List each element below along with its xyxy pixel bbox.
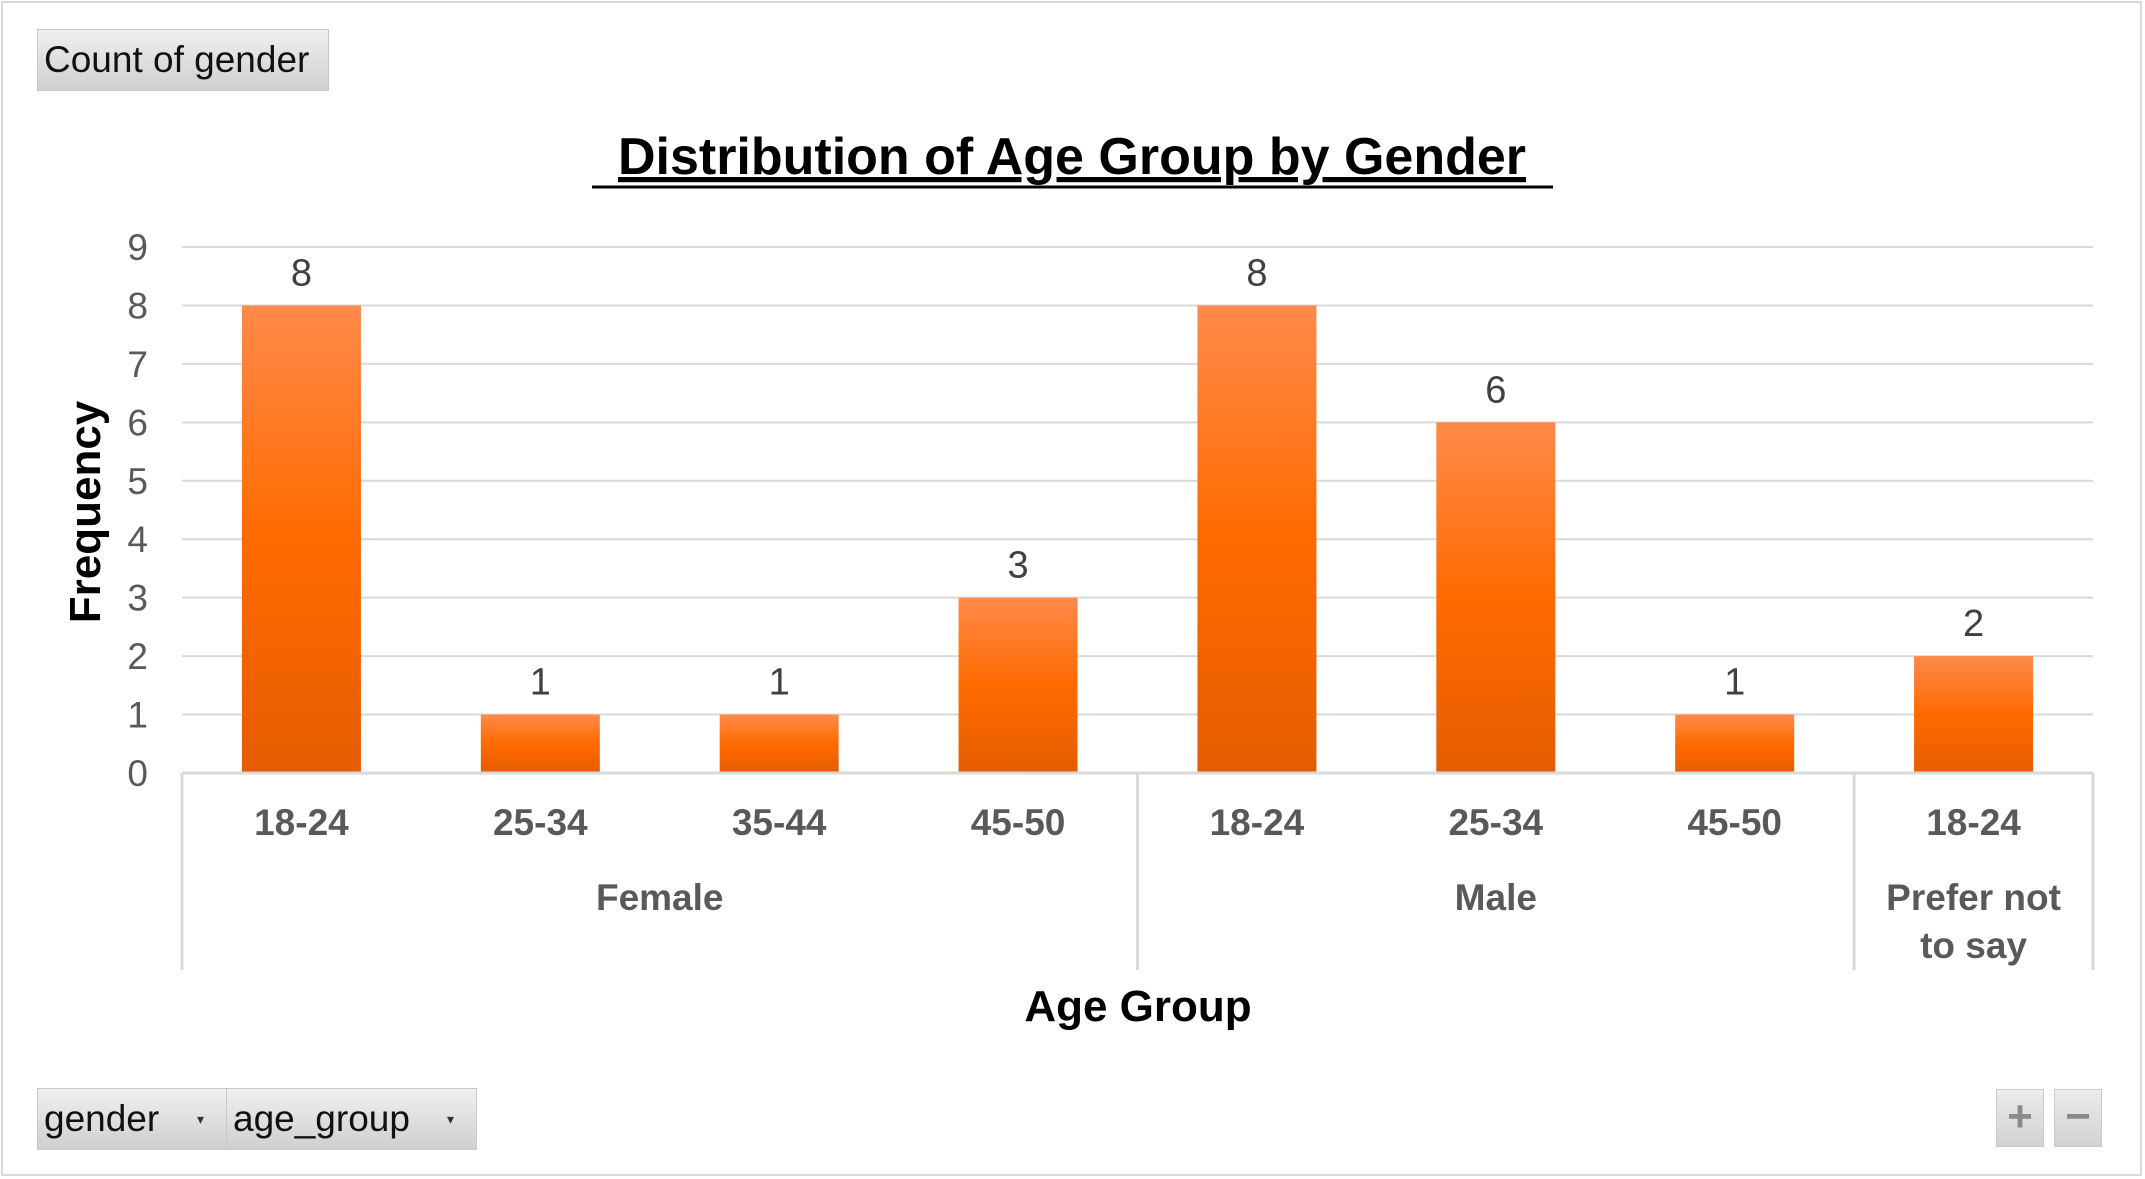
y-tick-label: 1 <box>127 695 148 736</box>
y-tick-label: 0 <box>127 753 148 794</box>
dropdown-arrow-icon: ▾ <box>446 1111 454 1127</box>
y-tick-label: 9 <box>127 227 148 268</box>
y-axis-title: Frequency <box>61 400 110 623</box>
x-axis-title: Age Group <box>1024 982 1251 1031</box>
x-tick-label: 45-50 <box>1687 802 1782 843</box>
plus-icon: + <box>2007 1092 2033 1141</box>
bar <box>1197 305 1317 773</box>
age-group-field-button[interactable]: age_group ▾ <box>226 1088 477 1150</box>
chart-title: Distribution of Age Group by Gender <box>618 128 1526 186</box>
y-tick-label: 3 <box>127 578 148 619</box>
gender-field-button[interactable]: gender ▾ <box>37 1088 227 1150</box>
x-tick-label: 25-34 <box>1448 802 1543 843</box>
age-group-field-label: age_group <box>233 1098 410 1139</box>
bar <box>241 305 361 773</box>
value-field-label: Count of gender <box>44 39 310 80</box>
data-label: 1 <box>769 662 790 704</box>
bar <box>1436 422 1556 773</box>
minus-icon: − <box>2065 1092 2091 1141</box>
x-tick-label: 35-44 <box>732 802 827 843</box>
y-tick-label: 4 <box>127 519 148 560</box>
data-label: 6 <box>1485 369 1506 411</box>
data-label: 2 <box>1963 603 1984 645</box>
bar <box>1675 714 1795 773</box>
data-label: 8 <box>1246 252 1267 294</box>
x-tick-label: 45-50 <box>971 802 1066 843</box>
gender-field-label: gender <box>44 1098 160 1139</box>
y-tick-label: 6 <box>127 402 148 443</box>
data-label: 8 <box>291 252 312 294</box>
bar <box>480 714 600 773</box>
y-tick-label: 8 <box>127 285 148 326</box>
collapse-field-button[interactable]: − <box>2054 1089 2102 1147</box>
x-tick-label: 18-24 <box>1926 802 2021 843</box>
dropdown-arrow-icon: ▾ <box>196 1111 204 1127</box>
expand-field-button[interactable]: + <box>1996 1089 2044 1147</box>
group-label: Female <box>596 877 724 918</box>
group-label: Prefer not to say <box>1886 877 2061 966</box>
x-tick-label: 18-24 <box>254 802 349 843</box>
bar <box>958 597 1078 773</box>
data-label: 1 <box>530 662 551 704</box>
y-tick-label: 5 <box>127 461 148 502</box>
bar <box>719 714 839 773</box>
group-label: Male <box>1455 877 1537 918</box>
x-tick-label: 25-34 <box>493 802 588 843</box>
y-tick-label: 2 <box>127 636 148 677</box>
value-field-button[interactable]: Count of gender <box>37 29 329 91</box>
y-tick-label: 7 <box>127 344 148 385</box>
bar <box>1914 656 2034 773</box>
data-label: 3 <box>1007 545 1028 587</box>
data-label: 1 <box>1724 662 1745 704</box>
x-tick-label: 18-24 <box>1210 802 1305 843</box>
